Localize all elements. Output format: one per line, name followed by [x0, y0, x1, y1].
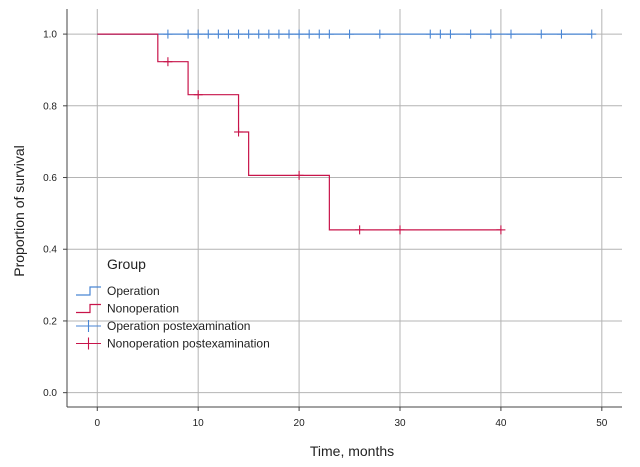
censor-mark-operation: [445, 29, 455, 39]
x-tick-label: 50: [596, 418, 608, 429]
censor-mark-nonoperation: [496, 225, 506, 235]
legend-label: Operation: [107, 284, 160, 298]
censor-mark-operation: [163, 29, 173, 39]
y-axis-ticks: 0.0 0.2 0.4 0.6 0.8 1.0: [43, 30, 67, 399]
legend-item: Operation: [76, 284, 160, 298]
legend-swatch-step: [76, 303, 101, 314]
series-layer: [97, 29, 597, 235]
legend-swatch-step: [76, 286, 101, 296]
censor-mark-operation: [506, 29, 516, 39]
x-tick-label: 40: [495, 418, 507, 429]
censor-mark-operation: [435, 29, 445, 39]
y-tick-label: 0.6: [43, 173, 57, 184]
series-line-nonoperation: [97, 33, 501, 231]
censor-mark-nonoperation: [234, 127, 244, 137]
y-tick-label: 0.2: [43, 316, 57, 327]
y-tick-label: 0.0: [43, 388, 57, 399]
legend-title: Group: [107, 256, 146, 272]
censor-mark-nonoperation: [193, 90, 203, 100]
y-tick-label: 0.4: [43, 245, 57, 256]
legend-item: Nonoperation postexamination: [76, 337, 270, 351]
censor-mark-operation: [284, 29, 294, 39]
censor-mark-operation: [345, 29, 355, 39]
censor-mark-nonoperation: [395, 225, 405, 235]
censor-mark-operation: [486, 29, 496, 39]
x-tick-label: 0: [94, 418, 100, 429]
censor-mark-operation: [193, 29, 203, 39]
censor-mark-operation: [375, 29, 385, 39]
censor-mark-operation: [244, 29, 254, 39]
x-tick-label: 20: [294, 418, 306, 429]
censor-mark-operation: [294, 29, 304, 39]
censor-mark-operation: [183, 29, 193, 39]
censor-mark-operation: [264, 29, 274, 39]
x-tick-label: 10: [193, 418, 205, 429]
legend-label: Nonoperation: [107, 302, 179, 316]
x-axis-label: Time, months: [310, 443, 394, 459]
censor-mark-operation: [254, 29, 264, 39]
legend-item: Nonoperation: [76, 302, 179, 316]
legend: Group Operation Nonoperation Operation post…: [76, 256, 270, 351]
censor-mark-operation: [314, 29, 324, 39]
legend-label: Operation postexamination: [107, 319, 250, 333]
y-tick-label: 1.0: [43, 30, 57, 41]
censor-mark-operation: [587, 29, 597, 39]
legend-label: Nonoperation postexamination: [107, 337, 270, 351]
censor-mark-nonoperation: [163, 57, 173, 67]
censor-mark-nonoperation: [294, 170, 304, 180]
censor-mark-operation: [234, 29, 244, 39]
censor-mark-operation: [203, 29, 213, 39]
censor-mark-operation: [223, 29, 233, 39]
y-tick-label: 0.8: [43, 101, 57, 112]
censor-mark-operation: [425, 29, 435, 39]
legend-item: Operation postexamination: [76, 319, 250, 333]
censor-mark-nonoperation: [355, 225, 365, 235]
y-axis-label: Proportion of survival: [11, 145, 27, 277]
x-axis-ticks: 0 10 20 30 40 50: [94, 407, 608, 429]
censor-mark-operation: [304, 29, 314, 39]
censor-mark-operation: [536, 29, 546, 39]
x-tick-label: 30: [394, 418, 406, 429]
censor-mark-operation: [274, 29, 284, 39]
censor-mark-operation: [324, 29, 334, 39]
censor-mark-operation: [466, 29, 476, 39]
censor-mark-operation: [213, 29, 223, 39]
censor-mark-operation: [556, 29, 566, 39]
